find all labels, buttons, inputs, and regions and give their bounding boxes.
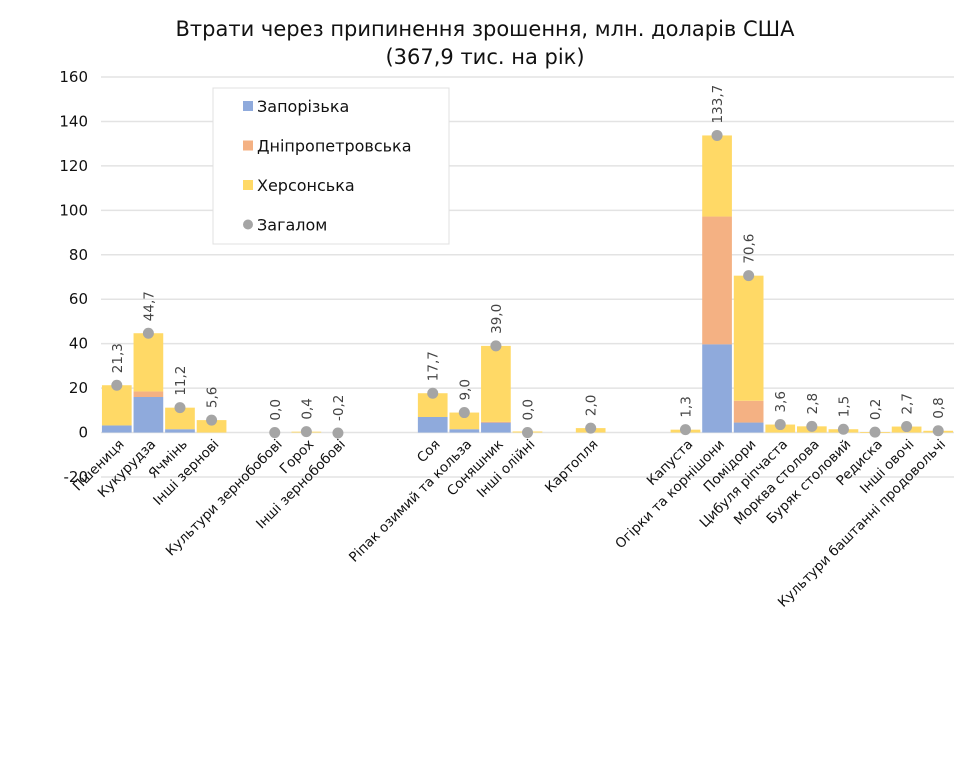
bar-segment-запорізька	[165, 429, 195, 433]
data-label: 0,0	[521, 399, 537, 420]
data-label: 5,6	[205, 387, 221, 408]
data-label: 0,0	[268, 399, 284, 420]
total-point	[206, 414, 218, 426]
data-label: 3,6	[773, 391, 789, 412]
y-tick-label: 100	[59, 201, 88, 219]
total-point	[837, 423, 849, 435]
bar-segment-херсонська	[449, 412, 480, 430]
data-label: 1,5	[836, 396, 852, 417]
y-tick-label: 40	[69, 335, 88, 353]
total-point	[111, 379, 123, 391]
data-label: 17,7	[426, 351, 442, 381]
bar-segment-херсонська	[133, 333, 164, 392]
data-label: 11,2	[173, 366, 189, 396]
legend-label: Дніпропетровська	[257, 137, 412, 156]
total-point	[490, 340, 502, 352]
data-label: 9,0	[457, 379, 473, 400]
total-point	[901, 421, 913, 433]
bar-segment-херсонська	[196, 420, 227, 433]
data-label: 0,8	[931, 397, 947, 418]
total-point	[806, 420, 818, 432]
x-tick-label: Картопля	[542, 437, 601, 496]
bar-segment-запорізька	[702, 344, 732, 433]
total-point	[869, 426, 881, 438]
total-point	[743, 270, 755, 282]
legend-label: Херсонська	[257, 176, 355, 195]
data-label: 1,3	[678, 396, 694, 417]
bar-segment-запорізька	[133, 397, 164, 433]
total-point	[711, 129, 723, 141]
legend-label: Запорізька	[257, 97, 349, 116]
bar-segment-запорізька	[101, 425, 132, 433]
bar-segment-дніпропетровська	[702, 216, 732, 345]
bar-segment-запорізька	[417, 417, 448, 433]
data-label: 133,7	[710, 85, 726, 124]
y-tick-label: 20	[69, 379, 88, 397]
data-label: 2,0	[584, 395, 600, 416]
total-point	[142, 327, 154, 339]
bar-segment-запорізька	[733, 422, 764, 433]
data-label: 44,7	[141, 291, 157, 321]
data-label: 0,4	[299, 398, 315, 419]
total-point	[174, 402, 186, 414]
bar-segment-херсонська	[165, 407, 195, 430]
bar-segment-запорізька	[449, 429, 480, 433]
total-point	[932, 425, 944, 437]
total-point	[332, 427, 344, 439]
total-point	[300, 426, 312, 438]
bar-segment-дніпропетровська	[733, 400, 764, 423]
x-tick-label: Ріпак озимий та кольза	[346, 437, 475, 566]
y-tick-label: -20	[64, 468, 89, 486]
legend-marker-square	[243, 140, 253, 151]
data-label: 2,8	[805, 393, 821, 414]
total-point	[427, 387, 439, 399]
legend-marker-square	[243, 101, 253, 111]
data-label: 2,7	[900, 393, 916, 414]
total-point	[585, 422, 597, 434]
y-tick-label: 80	[69, 246, 88, 264]
y-tick-label: 60	[69, 290, 88, 308]
data-label: 0,2	[868, 399, 884, 420]
y-axis: -20 0 20 40 60 80 100 120 140 160	[59, 68, 88, 486]
bar-segment-херсонська	[417, 393, 448, 417]
bar-segment-дніпропетровська	[133, 391, 164, 397]
data-label: 21,3	[110, 343, 126, 373]
total-point	[269, 427, 281, 439]
total-point	[774, 419, 786, 431]
legend-box	[212, 87, 450, 245]
bar-segment-дніпропетровська	[481, 421, 511, 423]
bar-segment-херсонська	[733, 275, 764, 401]
data-label: 39,0	[489, 304, 505, 334]
bars	[101, 135, 954, 433]
bar-segment-запорізька	[481, 422, 511, 433]
bar-segment-херсонська	[702, 135, 732, 217]
data-label: 70,6	[742, 234, 758, 264]
y-tick-label: 160	[59, 68, 88, 86]
legend-marker-circle	[243, 219, 253, 230]
legend: Запорізька Дніпропетровська Херсонська Зага…	[212, 87, 450, 245]
chart-subtitle: (367,9 тис. на рік)	[385, 45, 584, 69]
legend-label: Загалом	[257, 216, 327, 235]
data-labels: 21,3 44,7 11,2 5,6 0,0 0,4 -0,2 17,7 9,0 39,0 0,0 2…	[110, 85, 947, 421]
total-point	[679, 424, 691, 436]
total-point	[458, 407, 470, 419]
y-tick-label: 120	[59, 157, 88, 175]
y-tick-label: 0	[78, 424, 88, 442]
total-point	[522, 427, 533, 439]
legend-marker-square	[243, 180, 253, 190]
bar-segment-херсонська	[101, 385, 132, 426]
chart-title: Втрати через припинення зрошення, млн. д…	[176, 17, 796, 41]
bar-segment-херсонська	[481, 345, 511, 422]
data-label: -0,2	[331, 395, 347, 421]
y-tick-label: 140	[59, 112, 88, 130]
total-points	[111, 129, 944, 439]
